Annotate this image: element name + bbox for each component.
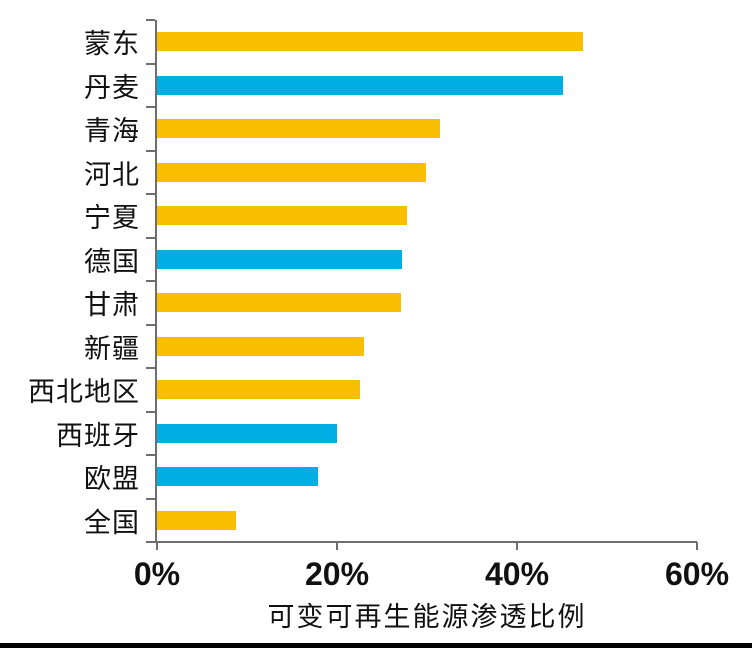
y-axis-tick — [146, 410, 155, 413]
x-axis-line — [146, 541, 697, 543]
chart-row: 甘肃 — [0, 281, 752, 325]
category-label: 欧盟 — [84, 464, 140, 495]
chart-row: 河北 — [0, 151, 752, 195]
bar — [157, 119, 440, 139]
y-axis-line — [155, 20, 157, 542]
y-axis-tick — [146, 149, 155, 152]
y-axis-tick — [146, 280, 155, 282]
x-axis-tick-label: 20% — [304, 556, 370, 592]
y-axis-tick — [146, 106, 155, 108]
bar — [157, 32, 583, 52]
category-label: 青海 — [84, 116, 140, 147]
category-label: 全国 — [84, 507, 140, 538]
x-axis-tick — [336, 542, 338, 550]
chart-row: 西班牙 — [0, 412, 752, 456]
chart-row: 蒙东 — [0, 20, 752, 64]
x-axis-tick-label: 40% — [484, 556, 550, 592]
bar — [157, 380, 361, 400]
bar — [157, 467, 319, 487]
x-axis-tick — [696, 542, 698, 550]
chart-row: 全国 — [0, 499, 752, 543]
y-axis-tick — [146, 454, 155, 456]
category-label: 宁夏 — [84, 203, 140, 234]
category-label: 西班牙 — [56, 420, 140, 451]
y-axis-tick — [146, 236, 155, 239]
x-axis-title: 可变可再生能源渗透比例 — [267, 602, 587, 632]
chart-row: 新疆 — [0, 325, 752, 369]
bar — [157, 249, 402, 269]
bar — [157, 336, 364, 356]
category-label: 新疆 — [84, 333, 140, 364]
bar — [157, 75, 563, 95]
y-axis-tick — [146, 497, 155, 500]
y-axis-tick — [146, 323, 155, 326]
bar — [157, 206, 408, 226]
category-label: 德国 — [84, 246, 140, 277]
chart-row: 欧盟 — [0, 455, 752, 499]
x-axis-tick-label: 0% — [133, 556, 181, 592]
chart-row: 德国 — [0, 238, 752, 282]
x-axis-tick-label: 60% — [664, 556, 730, 592]
category-label: 丹麦 — [84, 72, 140, 103]
chart-row: 西北地区 — [0, 368, 752, 412]
category-label: 西北地区 — [28, 377, 140, 408]
chart-row: 丹麦 — [0, 64, 752, 108]
chart-row: 青海 — [0, 107, 752, 151]
y-axis-tick — [146, 193, 155, 195]
category-label: 蒙东 — [84, 29, 140, 60]
y-axis-tick — [146, 541, 155, 543]
y-axis-tick — [146, 367, 155, 369]
y-axis-tick — [146, 19, 155, 21]
y-axis-tick — [146, 62, 155, 65]
bar-rows: 蒙东丹麦青海河北宁夏德国甘肃新疆西北地区西班牙欧盟全国 — [0, 20, 752, 542]
category-label: 河北 — [84, 159, 140, 190]
bottom-border-line — [0, 643, 752, 648]
bar — [157, 162, 427, 182]
bar — [157, 423, 337, 443]
x-axis-tick — [156, 542, 158, 550]
category-label: 甘肃 — [84, 290, 140, 321]
bar — [157, 293, 401, 313]
bar — [157, 510, 237, 530]
x-axis-tick — [516, 542, 518, 550]
chart-row: 宁夏 — [0, 194, 752, 238]
